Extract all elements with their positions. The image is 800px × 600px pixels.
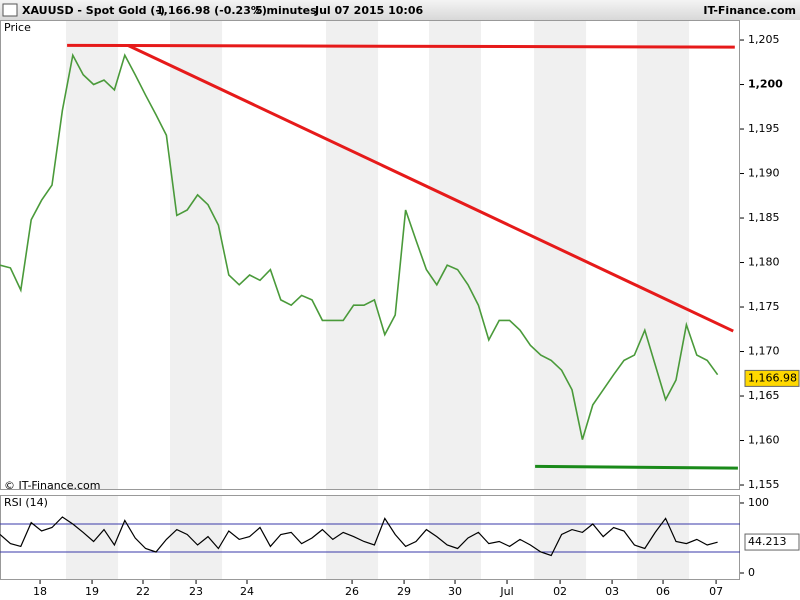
y-tick-label: 1,180 <box>748 256 780 269</box>
day-band <box>66 20 119 490</box>
watermark: © IT-Finance.com <box>4 479 101 492</box>
y-tick-label: 1,190 <box>748 167 780 180</box>
day-band <box>326 20 379 490</box>
interval: 5 minutes <box>255 4 317 17</box>
x-tick-label: 19 <box>85 585 99 598</box>
header-bar <box>0 0 800 20</box>
last-value-label: 1,166.98 <box>748 371 797 384</box>
last-value-box <box>744 533 800 551</box>
header-icon <box>2 3 18 17</box>
y-tick-label: 1,170 <box>748 345 780 358</box>
trend-line <box>535 464 738 470</box>
day-band <box>66 495 119 580</box>
x-tick-label: 03 <box>605 585 619 598</box>
trend-line <box>67 43 735 49</box>
y-tick-label: 1,195 <box>748 122 780 135</box>
x-tick-label: 07 <box>709 585 723 598</box>
quote: 1,166.98 (-0.23%) <box>156 4 267 17</box>
x-tick-label: 22 <box>136 585 150 598</box>
x-tick-label: 18 <box>33 585 47 598</box>
y-tick-label: 1,185 <box>748 211 780 224</box>
day-band <box>637 495 690 580</box>
x-tick-label: 29 <box>397 585 411 598</box>
y-tick-label: 1,160 <box>748 434 780 447</box>
panel-title: Price <box>4 21 31 34</box>
y-tick-label: 1,155 <box>748 478 780 491</box>
y-tick-label: 1,165 <box>748 389 780 402</box>
panel-frame <box>0 20 740 490</box>
y-tick-label: 1,205 <box>748 33 780 46</box>
day-band <box>429 495 482 580</box>
x-tick-label: 30 <box>448 585 462 598</box>
x-tick-label: 23 <box>189 585 203 598</box>
trend-line <box>127 44 734 333</box>
x-tick-label: Jul <box>499 585 513 598</box>
day-band <box>170 495 223 580</box>
datetime: Jul 07 2015 10:06 <box>314 4 423 17</box>
y-tick-label: 1,175 <box>748 300 780 313</box>
x-tick-label: 26 <box>345 585 359 598</box>
x-tick-label: 06 <box>656 585 670 598</box>
day-band <box>170 20 223 490</box>
day-band <box>637 20 690 490</box>
series-line <box>0 516 718 557</box>
y-tick-label: 100 <box>748 496 769 509</box>
last-value-box <box>744 369 800 387</box>
x-tick-label: 24 <box>240 585 254 598</box>
y-tick-label: 1,200 <box>748 78 783 91</box>
brand: IT-Finance.com <box>703 4 796 17</box>
day-band <box>429 20 482 490</box>
last-value-label: 44.213 <box>748 535 787 548</box>
symbol: XAUUSD - Spot Gold (-) <box>22 4 165 17</box>
day-band <box>534 20 587 490</box>
day-band <box>326 495 379 580</box>
x-tick-label: 02 <box>553 585 567 598</box>
y-tick-label: 0 <box>748 566 755 579</box>
series-line <box>0 52 719 440</box>
panel-title: RSI (14) <box>4 496 48 509</box>
panel-frame <box>0 495 740 580</box>
